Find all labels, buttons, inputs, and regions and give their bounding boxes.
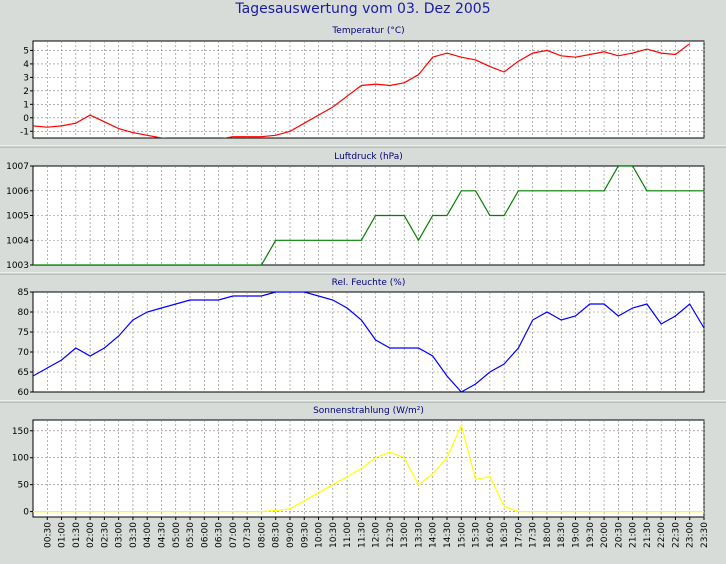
x-tick-label: 08:30 (272, 522, 282, 548)
x-tick-label: 05:30 (186, 522, 196, 548)
y-tick-label: 1003 (6, 261, 29, 271)
y-tick-label: 85 (18, 288, 29, 298)
y-tick-label: 50 (18, 481, 30, 491)
y-tick-label: 1004 (6, 236, 29, 246)
x-tick-label: 20:00 (600, 522, 610, 548)
y-tick-label: 3 (23, 73, 29, 83)
y-tick-label: 75 (18, 328, 29, 338)
x-tick-label: 22:00 (657, 522, 667, 548)
chart-title: Sonnenstrahlung (W/m²) (313, 406, 424, 416)
y-tick-label: -1 (20, 127, 29, 137)
y-tick-label: 2 (23, 87, 29, 97)
chart-panel-3: 60 65 70 75 80 85 Rel. Feuchte (%) (18, 278, 705, 398)
series-line (33, 166, 704, 265)
chart-panel-4: 0 50 100 150 Sonnenstrahlung (W/m²) (12, 406, 705, 518)
y-tick-label: 65 (18, 368, 29, 378)
y-tick-label: 1005 (6, 212, 29, 222)
x-tick-label: 08:00 (257, 522, 267, 548)
x-tick-label: 05:00 (172, 522, 182, 548)
x-tick-label: 10:00 (315, 522, 325, 548)
y-tick-label: 1 (23, 100, 29, 110)
chart-title: Rel. Feuchte (%) (332, 278, 406, 288)
x-tick-label: 15:00 (457, 522, 467, 548)
x-tick-label: 07:30 (243, 522, 253, 548)
x-tick-label: 02:00 (86, 522, 96, 548)
x-tick-label: 11:00 (343, 522, 353, 548)
y-tick-label: 0 (23, 114, 29, 124)
x-tick-label: 21:00 (629, 522, 639, 548)
x-tick-label: 09:00 (286, 522, 296, 548)
x-tick-label: 00:30 (43, 522, 53, 548)
x-tick-label: 21:30 (643, 522, 653, 548)
y-tick-label: 70 (18, 348, 30, 358)
series-line (33, 423, 704, 513)
x-tick-label: 04:30 (157, 522, 167, 548)
x-tick-label: 09:30 (300, 522, 310, 548)
x-tick-label: 19:00 (572, 522, 582, 548)
x-tick-label: 16:00 (486, 522, 496, 548)
x-tick-label: 16:30 (500, 522, 510, 548)
y-tick-label: 0 (23, 508, 29, 518)
plot-area (32, 40, 705, 139)
x-tick-label: 20:30 (614, 522, 624, 548)
x-tick-label: 06:30 (215, 522, 225, 548)
x-tick-label: 11:30 (357, 522, 367, 548)
x-tick-label: 14:30 (443, 522, 453, 548)
x-tick-label: 18:30 (557, 522, 567, 548)
plot-area (32, 291, 705, 393)
x-tick-label: 22:30 (671, 522, 681, 548)
chart-panel-1: -1 0 1 2 3 4 5 Temperatur (°C) (20, 26, 705, 139)
chart-panel-2: 1003 1004 1005 1006 1007 Luftdruck (hPa) (6, 152, 705, 271)
x-tick-label: 06:00 (200, 522, 210, 548)
x-tick-label: 10:30 (329, 522, 339, 548)
plot-area (32, 419, 705, 518)
chart-title: Luftdruck (hPa) (334, 152, 403, 162)
y-tick-label: 5 (23, 46, 29, 56)
x-tick-label: 23:00 (686, 522, 696, 548)
x-tick-label: 12:00 (372, 522, 382, 548)
x-tick-label: 01:30 (72, 522, 82, 548)
page-title: Tagesauswertung vom 03. Dez 2005 (235, 1, 491, 17)
x-tick-label: 04:00 (143, 522, 153, 548)
x-tick-label: 17:30 (529, 522, 539, 548)
x-tick-label: 02:30 (100, 522, 110, 548)
x-tick-label: 19:30 (586, 522, 596, 548)
series-line (33, 43, 691, 138)
series-line (33, 292, 704, 392)
x-tick-label: 23:30 (700, 522, 710, 548)
x-tick-label: 13:30 (414, 522, 424, 548)
y-tick-label: 80 (18, 308, 30, 318)
x-tick-label: 07:00 (229, 522, 239, 548)
x-tick-label: 15:30 (472, 522, 482, 548)
x-tick-label: 01:00 (58, 522, 68, 548)
y-tick-label: 150 (12, 427, 29, 437)
x-tick-label: 12:30 (386, 522, 396, 548)
x-tick-label: 17:00 (514, 522, 524, 548)
x-tick-label: 03:30 (129, 522, 139, 548)
x-tick-label: 13:00 (400, 522, 410, 548)
chart-title: Temperatur (°C) (331, 26, 404, 36)
x-axis-labels: 00:30 01:00 01:30 02:00 02:30 03:00 03:30 04:00… (43, 517, 710, 548)
y-tick-label: 60 (18, 388, 30, 398)
y-tick-label: 4 (23, 60, 29, 70)
x-tick-label: 18:00 (543, 522, 553, 548)
plot-area (32, 165, 705, 266)
y-tick-label: 1006 (6, 187, 29, 197)
x-tick-label: 14:00 (429, 522, 439, 548)
y-tick-label: 1007 (6, 162, 29, 172)
y-tick-label: 100 (12, 454, 29, 464)
x-tick-label: 03:00 (115, 522, 125, 548)
